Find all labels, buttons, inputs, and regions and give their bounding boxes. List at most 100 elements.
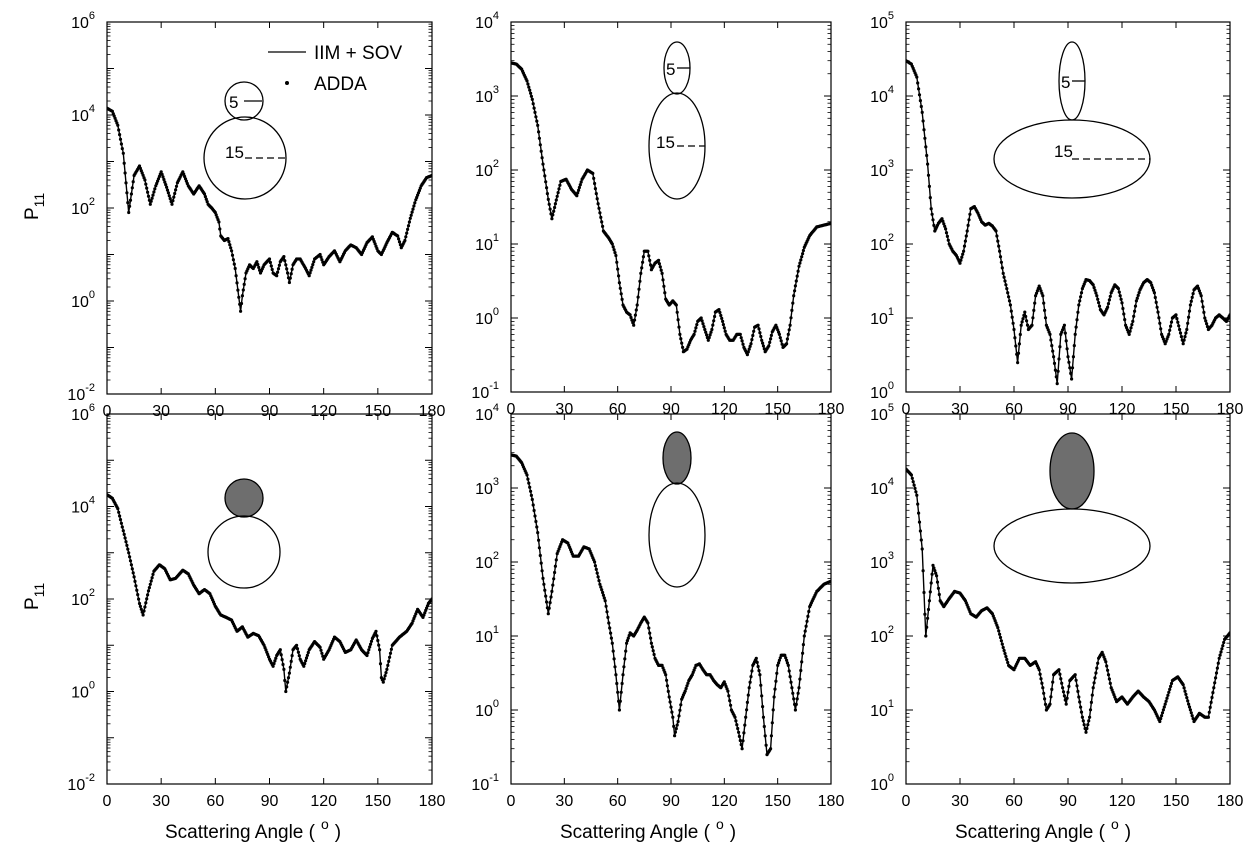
inset-filled-sphere [224,478,264,518]
y-tick-label: 101 [475,624,499,646]
legend-label-iim-sov: IIM + SOV [314,43,402,64]
x-tick-label: 30 [152,403,170,420]
y-tick-label: 100 [71,680,95,702]
y-tick-label: 100 [870,772,894,794]
inset-top-left-label-small: 5 [229,93,238,112]
plot-frame [106,413,433,785]
x-tick-label: 0 [103,793,112,810]
y-tick-label: 100 [475,698,499,720]
inset-top-middle [648,41,706,200]
x-tick-label: 60 [206,793,224,810]
inset-small-sphere [224,81,264,121]
series-adda [107,106,432,313]
x-tick-label: 180 [1217,793,1244,810]
x-tick-label: 120 [310,793,337,810]
x-tick-label: 150 [764,793,791,810]
x-tick-label: 30 [951,793,969,810]
y-tick-label: 104 [870,476,894,498]
legend-label-adda: ADDA [314,74,367,95]
y-tick-label: 102 [870,624,894,646]
y-tick-label: 102 [71,196,95,218]
y-tick-label: 10-2 [67,772,95,794]
x-tick-label: 150 [364,403,391,420]
x-tick-label: 30 [555,793,573,810]
inset-large-ellipse [648,482,706,588]
inset-top-middle-label-large: 15 [656,133,675,152]
inset-top-right-label-large: 15 [1054,142,1073,161]
inset-top-left [203,81,287,200]
y-tick-label: 103 [870,550,894,572]
y-tick-label: 103 [475,84,499,106]
y-tick-label: 10-1 [471,772,499,794]
x-tick-label: 180 [419,403,446,420]
series-adda [511,61,831,357]
xlabel-middle: Scattering Angle (o) [560,816,736,843]
x-tick-label: 0 [902,793,911,810]
inset-top-middle-label-small: 5 [666,60,675,79]
x-tick-label: 120 [711,793,738,810]
panel-bottom-left: 0 30 60 90 120 150 180 10-2 100 102 104 106 [67,402,445,810]
x-tick-label: 90 [261,793,279,810]
series-adda [107,493,432,694]
inset-filled-ellipse [662,431,692,485]
x-tick-label: 180 [818,793,845,810]
series-iim-sov [511,454,831,756]
y-tick-label: 105 [870,10,894,32]
x-tick-label: 120 [1109,793,1136,810]
y-tick-label: 101 [475,232,499,254]
y-tick-label: 10-1 [471,380,499,402]
y-tick-label: 104 [475,10,499,32]
y-tick-label: 101 [870,306,894,328]
y-tick-label: 103 [870,158,894,180]
xlabel-left: Scattering Angle (o) [165,816,341,843]
inset-top-right [993,41,1151,199]
x-tick-label: 0 [507,401,516,418]
inset-large-ellipse [993,508,1151,584]
inset-large-sphere [207,515,281,589]
inset-bottom-right [993,432,1151,584]
series-iim-sov [906,468,1230,733]
inset-filled-ellipse [1049,432,1095,510]
x-tick-label: 30 [152,793,170,810]
y-tick-label: 101 [870,698,894,720]
panel-bottom-right: 0 30 60 90 120 150 180 100 101 102 103 104 105 [870,402,1243,810]
x-tick-label: 60 [1005,793,1023,810]
y-tick-label: 102 [475,158,499,180]
y-tick-label: 106 [71,402,95,424]
y-tick-label: 103 [475,476,499,498]
x-tick-label: 0 [507,793,516,810]
series-adda [906,59,1230,386]
x-tick-label: 0 [103,403,112,420]
series-iim-sov [906,60,1230,385]
series-iim-sov [511,62,831,356]
x-tick-label: 90 [662,793,680,810]
series-iim-sov [107,494,432,693]
y-tick-label: 104 [71,495,95,517]
x-tick-label: 0 [902,401,911,418]
series-iim-sov [107,107,432,312]
x-tick-label: 150 [1163,793,1190,810]
inset-top-right-label-small: 5 [1061,73,1070,92]
y-tick-label: 104 [475,402,499,424]
y-tick-label: 100 [870,380,894,402]
ylabel-top: P11 [22,193,47,220]
x-tick-label: 60 [609,793,627,810]
xlabel-right: Scattering Angle (o) [955,816,1131,843]
x-tick-label: 180 [419,793,446,810]
ylabel-bottom: P11 [22,583,47,610]
legend: IIM + SOV ADDA [268,43,402,95]
y-tick-label: 104 [71,103,95,125]
panel-bottom-middle: 0 30 60 90 120 150 180 10-1 100 101 102 103 104 [471,402,844,810]
panel-top-left: 0 30 60 90 120 150 180 10-2 100 102 104 106 [67,10,445,420]
y-tick-label: 105 [870,402,894,424]
y-tick-label: 102 [475,550,499,572]
y-tick-label: 100 [475,306,499,328]
y-tick-label: 106 [71,10,95,32]
legend-dot-marker [285,81,289,85]
inset-bottom-left [207,478,281,589]
y-tick-label: 104 [870,84,894,106]
inset-large-sphere [203,116,287,200]
